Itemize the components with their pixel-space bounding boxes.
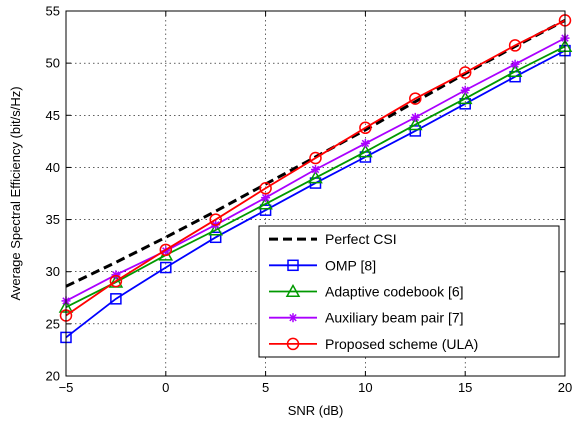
data-point-auxiliary-beam-pair-7-stroke: [511, 60, 519, 68]
legend-entry-auxiliary-beam-pair-7: Auxiliary beam pair [7]: [269, 310, 464, 326]
legend-entry-perfect-csi: Perfect CSI: [269, 231, 397, 247]
y-tick-label: 35: [46, 212, 60, 227]
data-point-auxiliary-beam-pair-7: [460, 85, 470, 95]
data-point-proposed-scheme-ula: [359, 121, 372, 135]
data-point-auxiliary-beam-pair-7: [261, 193, 271, 203]
data-point-omp-8: [409, 125, 422, 137]
y-tick-label: 40: [46, 160, 60, 175]
data-point-auxiliary-beam-pair-7: [360, 138, 370, 148]
data-point-auxiliary-beam-pair-7-stroke: [461, 86, 469, 94]
y-tick-label: 50: [46, 56, 60, 71]
data-point-adaptive-codebook-6: [308, 170, 323, 184]
legend: Perfect CSI OMP [8] Adaptive codebook [6] A…: [258, 225, 560, 358]
data-point-auxiliary-beam-pair-7-stroke: [261, 193, 270, 202]
data-point-proposed-scheme-ula: [159, 243, 173, 257]
legend-label-auxiliary-beam-pair-7: Auxiliary beam pair [7]: [325, 310, 464, 326]
x-tick-label: 0: [162, 380, 169, 395]
data-point-adaptive-codebook-6: [507, 63, 523, 78]
data-point-proposed-scheme-ula: [259, 182, 272, 195]
data-point-auxiliary-beam-pair-7-stroke: [311, 165, 320, 174]
series-proposed-scheme-ula: [59, 14, 572, 322]
legend-entry-omp-8: OMP [8]: [269, 257, 376, 273]
y-tick-label: 55: [46, 4, 60, 19]
data-point-auxiliary-beam-pair-7-stroke: [361, 139, 370, 148]
ticks-layer: −5 0 5 10 15 20 20 25 30 35 40 45 50 55: [46, 4, 573, 396]
plot-frame: [65, 10, 566, 377]
data-point-adaptive-codebook-6: [358, 144, 373, 158]
legend-marker-proposed-scheme-ula: [286, 337, 300, 351]
data-point-omp-8: [259, 204, 272, 216]
x-tick-label: 20: [558, 380, 572, 395]
data-point-adaptive-codebook-6: [457, 91, 473, 105]
legend-items: Perfect CSI OMP [8] Adaptive codebook [6] A…: [269, 231, 478, 352]
series-line-proposed-scheme-ula: [65, 19, 566, 317]
x-tick-label: 10: [358, 380, 372, 395]
legend-marker-adaptive-codebook-6: [285, 283, 301, 298]
data-point-proposed-scheme-ula: [409, 92, 422, 105]
data-point-proposed-scheme-ula: [508, 39, 522, 52]
legend-marker-auxiliary-beam-pair-7-stroke: [289, 313, 297, 322]
legend-label-adaptive-codebook-6: Adaptive codebook [6]: [325, 284, 464, 300]
x-tick-label: 15: [458, 380, 472, 395]
x-tick-label: −5: [59, 380, 74, 395]
legend-label-omp-8: OMP [8]: [325, 257, 376, 273]
data-point-auxiliary-beam-pair-7: [510, 59, 520, 69]
data-point-proposed-scheme-ula: [109, 274, 123, 288]
legend-label-perfect-csi: Perfect CSI: [325, 231, 397, 247]
series-line-adaptive-codebook-6: [65, 45, 566, 308]
data-point-omp-8: [160, 261, 172, 274]
data-point-proposed-scheme-ula: [309, 151, 322, 165]
x-axis-label: SNR (dB): [288, 403, 344, 418]
data-point-auxiliary-beam-pair-7: [311, 165, 320, 175]
legend-entry-adaptive-codebook-6: Adaptive codebook [6]: [269, 284, 464, 300]
legend-marker-omp-8: [287, 259, 299, 272]
legend-label-proposed-scheme-ula: Proposed scheme (ULA): [325, 336, 478, 352]
x-tick-label: 5: [262, 380, 269, 395]
data-point-adaptive-codebook-6: [208, 222, 223, 236]
data-point-auxiliary-beam-pair-7-stroke: [411, 113, 420, 122]
y-tick-label: 45: [46, 108, 60, 123]
data-point-omp-8: [110, 293, 122, 305]
data-point-auxiliary-beam-pair-7: [410, 112, 420, 122]
data-point-proposed-scheme-ula: [458, 66, 472, 79]
data-point-omp-8: [209, 231, 222, 244]
legend-entry-proposed-scheme-ula: Proposed scheme (ULA): [269, 336, 478, 352]
y-tick-label: 20: [46, 369, 60, 384]
y-tick-label: 30: [46, 264, 60, 279]
y-axis-label: Average Spectral Efficiency (bit/s/Hz): [8, 86, 23, 300]
data-point-proposed-scheme-ula: [209, 213, 222, 226]
data-point-auxiliary-beam-pair-7: [111, 270, 121, 280]
data-point-auxiliary-beam-pair-7-stroke: [112, 271, 120, 279]
data-point-adaptive-codebook-6: [408, 117, 423, 131]
legend-marker-auxiliary-beam-pair-7: [288, 313, 298, 323]
y-tick-label: 25: [46, 316, 60, 331]
data-point-adaptive-codebook-6: [258, 196, 273, 210]
